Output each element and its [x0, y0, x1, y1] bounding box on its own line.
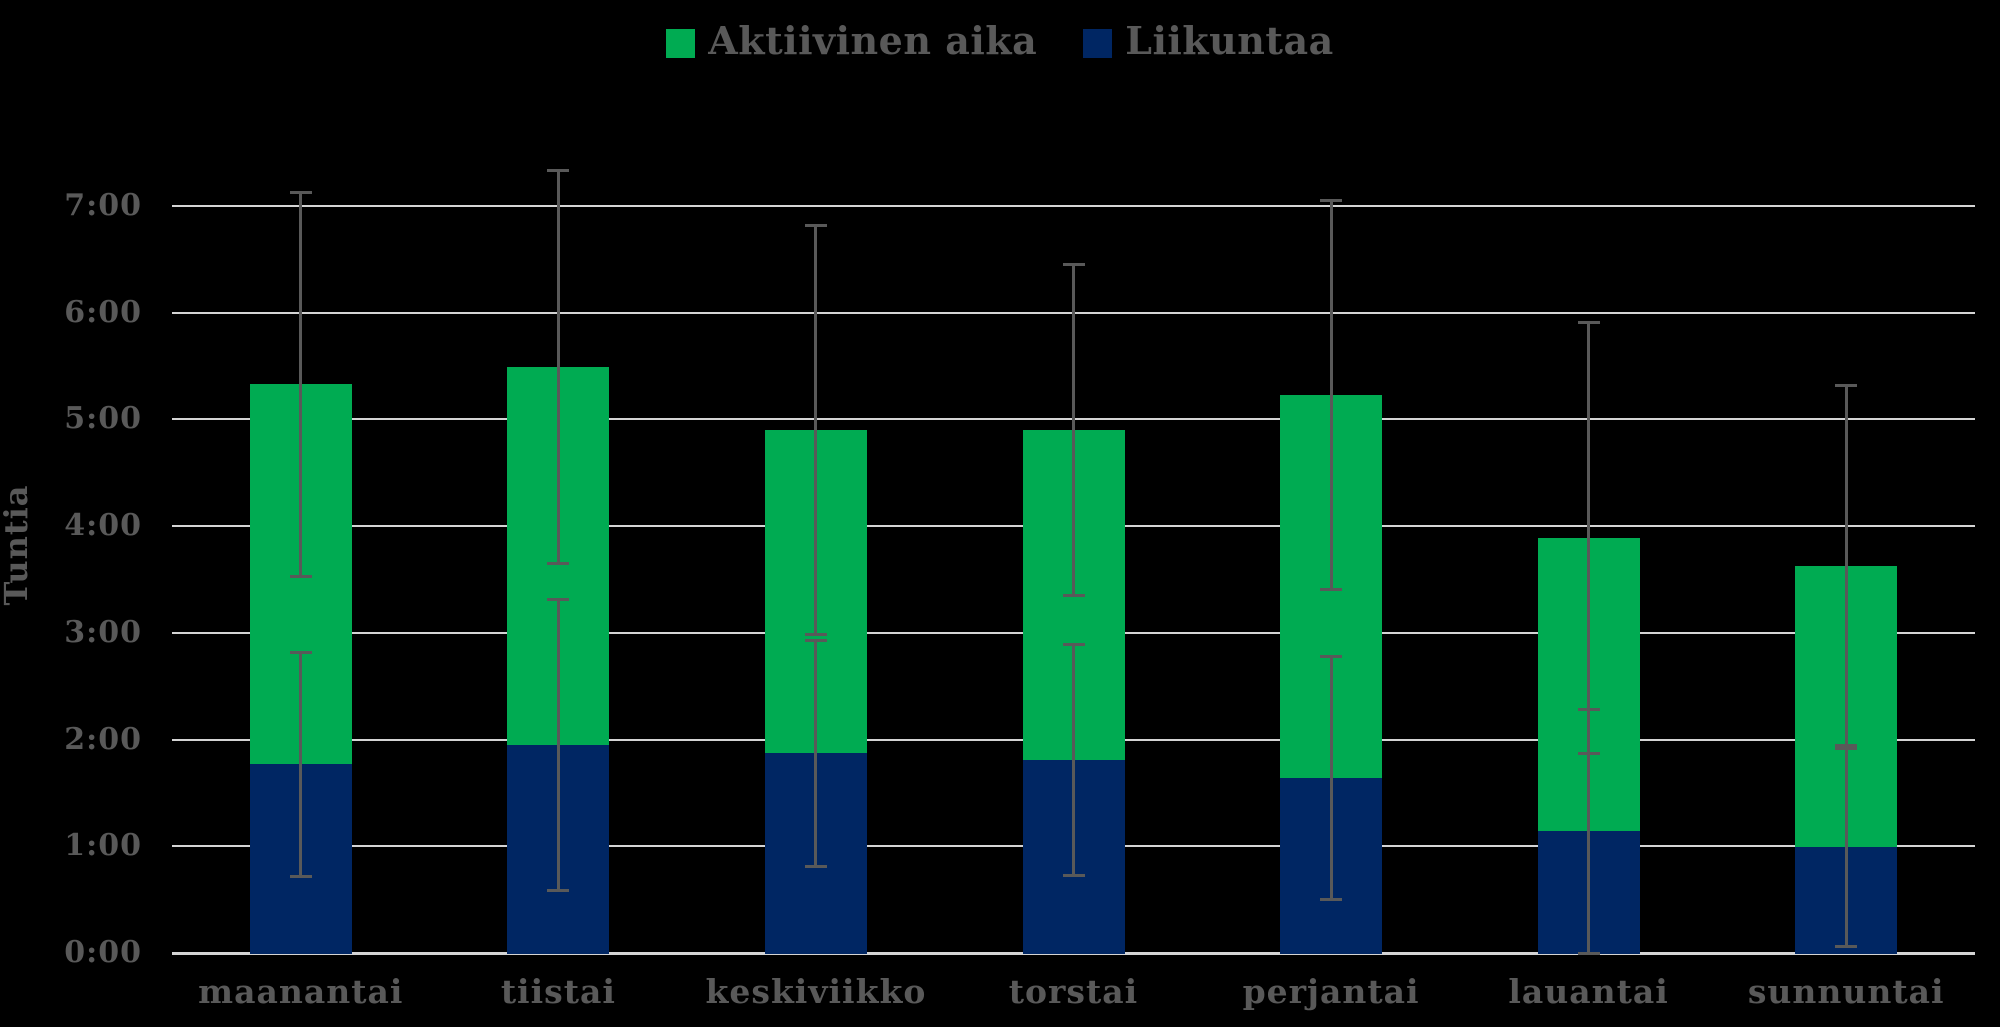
legend-swatch-aktiivinen-aika	[666, 28, 696, 58]
error-bar-liikuntaa-perjantai-line	[1329, 656, 1333, 900]
error-bar-total-sunnuntai-cap-bottom	[1835, 744, 1858, 748]
legend-label-aktiivinen-aika: Aktiivinen aika	[708, 18, 1038, 63]
error-bar-total-tiistai-cap-top	[547, 169, 570, 173]
error-bar-liikuntaa-maanantai-cap-top	[289, 650, 312, 654]
x-axis-label-perjantai: perjantai	[1242, 972, 1420, 1011]
legend-swatch-liikuntaa	[1083, 28, 1113, 58]
y-tick-label-4:00: 4:00	[64, 508, 142, 544]
error-bar-total-torstai-line	[1072, 264, 1075, 596]
y-tick-label-2:00: 2:00	[64, 721, 142, 757]
error-bar-total-keskiviikko-cap-top	[804, 223, 827, 227]
error-bar-liikuntaa-tiistai-cap-bottom	[547, 888, 570, 892]
error-bar-liikuntaa-lauantai-line	[1587, 709, 1591, 953]
error-bar-total-sunnuntai-cap-top	[1835, 383, 1858, 387]
error-bar-liikuntaa-maanantai-line	[299, 652, 303, 877]
error-bar-total-lauantai-cap-top	[1577, 320, 1600, 324]
error-bar-total-keskiviikko-line	[814, 225, 818, 635]
error-bar-total-maanantai-cap-bottom	[289, 574, 312, 578]
error-bar-total-torstai-cap-top	[1062, 263, 1085, 267]
error-bar-liikuntaa-perjantai-cap-bottom	[1320, 898, 1343, 902]
error-bar-liikuntaa-maanantai-cap-bottom	[289, 874, 312, 878]
error-bar-liikuntaa-torstai-cap-bottom	[1062, 873, 1085, 877]
x-axis-label-tiistai: tiistai	[500, 972, 616, 1011]
x-axis-label-keskiviikko: keskiviikko	[705, 972, 927, 1011]
error-bar-liikuntaa-tiistai-cap-top	[547, 598, 570, 602]
legend-item-liikuntaa: Liikuntaa	[1083, 22, 1333, 64]
x-axis-label-sunnuntai: sunnuntai	[1747, 972, 1945, 1011]
legend: Aktiivinen aika Liikuntaa	[0, 22, 2000, 64]
error-bar-liikuntaa-perjantai-cap-top	[1320, 654, 1343, 658]
error-bar-total-perjantai-cap-top	[1320, 199, 1343, 203]
gridline-7:00	[172, 205, 1975, 207]
error-bar-liikuntaa-keskiviikko-cap-top	[804, 638, 827, 642]
error-bar-total-sunnuntai-line	[1844, 385, 1848, 746]
error-bar-total-torstai-cap-bottom	[1062, 594, 1085, 597]
y-tick-label-0:00: 0:00	[64, 935, 142, 970]
error-bar-liikuntaa-keskiviikko-line	[814, 640, 818, 867]
error-bar-total-maanantai-line	[299, 192, 303, 577]
error-bar-liikuntaa-sunnuntai-cap-bottom	[1835, 945, 1858, 949]
error-bar-liikuntaa-keskiviikko-cap-bottom	[804, 865, 827, 869]
y-tick-label-3:00: 3:00	[64, 614, 142, 650]
error-bar-liikuntaa-torstai-line	[1072, 644, 1075, 876]
error-bar-total-tiistai-cap-bottom	[547, 561, 570, 565]
x-axis-label-lauantai: lauantai	[1508, 972, 1669, 1011]
error-bar-total-tiistai-line	[556, 170, 560, 564]
x-axis-label-maanantai: maanantai	[198, 972, 404, 1011]
y-tick-label-1:00: 1:00	[64, 828, 142, 864]
error-bar-liikuntaa-tiistai-line	[556, 599, 560, 891]
error-bar-liikuntaa-lauantai-cap-bottom	[1577, 951, 1600, 955]
error-bar-total-perjantai-line	[1329, 200, 1333, 590]
error-bar-liikuntaa-sunnuntai-cap-top	[1835, 746, 1858, 750]
error-bar-total-lauantai-line	[1587, 322, 1591, 754]
x-axis-label-torstai: torstai	[1008, 972, 1139, 1011]
y-tick-label-6:00: 6:00	[64, 294, 142, 330]
error-bar-total-keskiviikko-cap-bottom	[804, 633, 827, 637]
y-tick-label-5:00: 5:00	[64, 401, 142, 437]
error-bar-total-maanantai-cap-top	[289, 190, 312, 194]
error-bar-total-perjantai-cap-bottom	[1320, 587, 1343, 591]
legend-item-aktiivinen-aika: Aktiivinen aika	[666, 22, 1037, 64]
error-bar-liikuntaa-torstai-cap-top	[1062, 643, 1085, 647]
y-tick-label-7:00: 7:00	[64, 188, 142, 223]
legend-label-liikuntaa: Liikuntaa	[1125, 18, 1334, 63]
error-bar-total-lauantai-cap-bottom	[1577, 751, 1600, 755]
error-bar-liikuntaa-sunnuntai-line	[1844, 748, 1848, 947]
